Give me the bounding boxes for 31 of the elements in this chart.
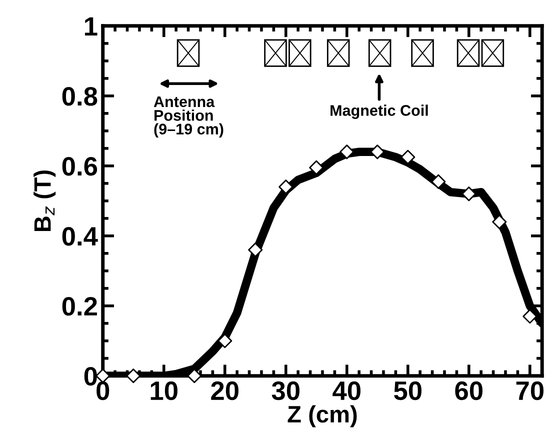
x-tick-label: 0 [96, 381, 110, 400]
point [431, 174, 446, 189]
point [340, 144, 354, 160]
point [522, 309, 538, 324]
x-tick-label: 20 [211, 381, 238, 400]
point [492, 214, 507, 230]
annotation: Magnetic Coil [330, 104, 428, 119]
y-tick-label: 0.6 [62, 157, 98, 176]
point [126, 368, 141, 384]
point [309, 160, 324, 175]
point [370, 144, 385, 160]
y-tick-label: 0.4 [62, 227, 98, 246]
x-tick-label: 60 [455, 381, 482, 400]
annotation: Antenna Position (9–19 cm) [154, 96, 224, 138]
point [187, 368, 202, 384]
point [400, 150, 416, 164]
x-tick-label: 10 [150, 381, 178, 400]
x-axis-title: Z (cm) [288, 405, 357, 428]
y-axis-title: B$_{z}$ (T) [34, 170, 56, 232]
y-tick-label: 0.8 [62, 87, 98, 106]
x-tick-label: 70 [516, 381, 544, 400]
x-tick-label: 50 [394, 381, 422, 400]
x-tick-label: 40 [332, 381, 360, 400]
x-tick-label: 30 [272, 381, 300, 400]
y-tick-label: 0 [84, 366, 97, 386]
point [218, 334, 232, 348]
point [278, 180, 294, 194]
point [462, 186, 476, 202]
y-tick-label: 1 [84, 17, 98, 36]
point [248, 242, 263, 258]
y-tick-label: 0.2 [62, 296, 97, 316]
